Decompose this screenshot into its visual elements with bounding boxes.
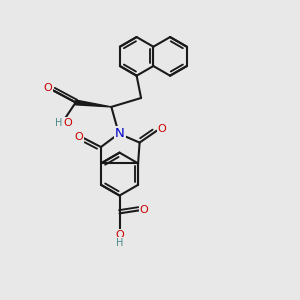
- Text: O: O: [158, 124, 167, 134]
- Text: O: O: [115, 230, 124, 240]
- Text: O: O: [140, 206, 148, 215]
- Text: O: O: [74, 132, 83, 142]
- Text: O: O: [44, 83, 52, 93]
- Polygon shape: [75, 100, 111, 107]
- Text: H: H: [55, 118, 62, 128]
- Text: H: H: [116, 238, 123, 248]
- Text: N: N: [115, 127, 124, 140]
- Text: O: O: [64, 118, 72, 128]
